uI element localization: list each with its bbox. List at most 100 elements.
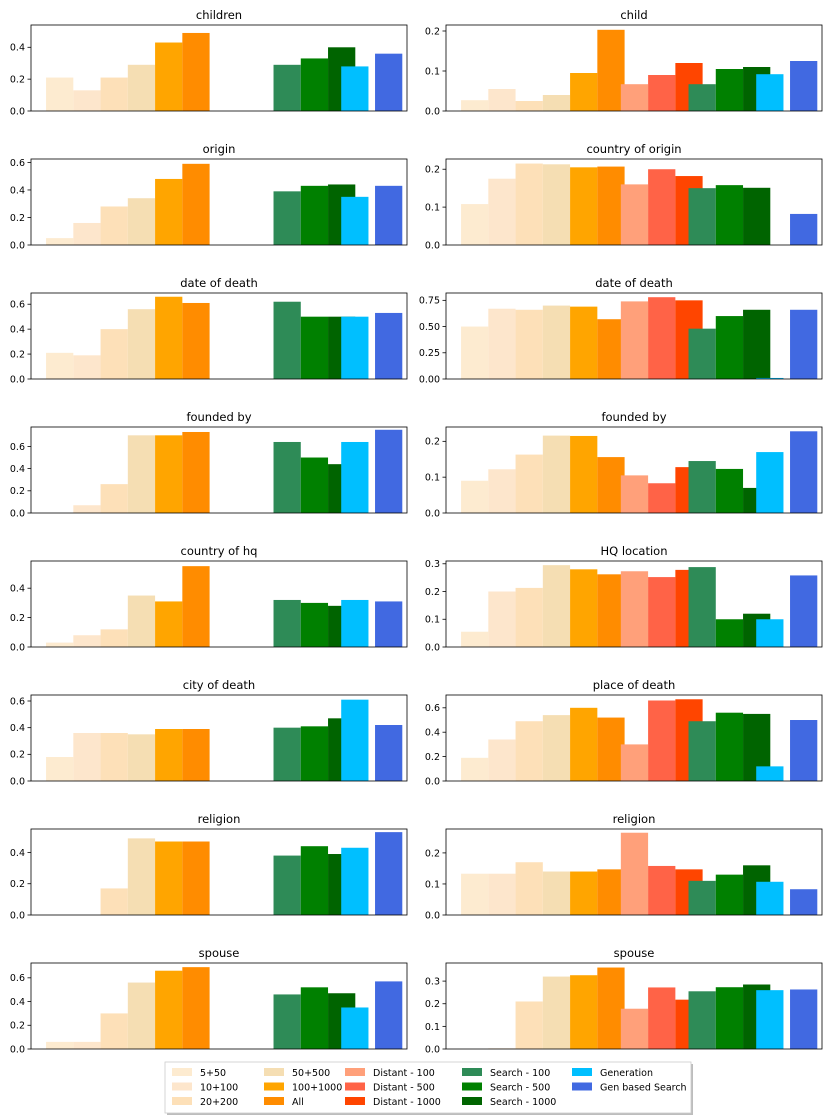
bar — [273, 441, 301, 513]
bar — [273, 994, 301, 1049]
legend-entry: Gen based Search — [572, 1082, 687, 1094]
bar — [461, 757, 489, 781]
bar — [300, 846, 329, 915]
bar — [461, 631, 489, 647]
bar — [756, 452, 784, 513]
legend-entry: Search - 500 — [462, 1082, 550, 1094]
bar — [688, 461, 716, 513]
bar — [688, 721, 716, 781]
bar — [648, 865, 676, 915]
bar — [155, 601, 183, 647]
legend-swatch — [345, 1082, 365, 1091]
legend-swatch — [572, 1068, 592, 1076]
bar — [341, 66, 369, 111]
bar — [620, 184, 649, 245]
bar — [488, 469, 516, 513]
bar — [375, 53, 403, 111]
y-tick-label: 0.4 — [10, 464, 25, 475]
bar — [155, 435, 183, 513]
bar — [715, 468, 744, 513]
legend-label: Search - 500 — [490, 1083, 550, 1094]
bar — [73, 222, 101, 245]
legend-entry: Search - 100 — [462, 1068, 550, 1079]
bar — [341, 316, 369, 379]
bar — [127, 64, 156, 111]
y-tick-label: 0.0 — [10, 240, 25, 251]
bar — [100, 77, 128, 111]
chart-title: children — [196, 8, 242, 22]
chart-panel: 0.0 0.1 0.2 country of origin — [425, 142, 823, 251]
bar — [273, 855, 301, 915]
bar — [597, 869, 625, 915]
bar — [790, 431, 818, 513]
legend-entry: Distant - 1000 — [345, 1097, 441, 1108]
y-tick-label: 0.3 — [425, 559, 440, 570]
y-tick-label: 0.1 — [425, 1022, 440, 1033]
bar — [688, 880, 716, 915]
legend-label: Distant - 100 — [373, 1068, 435, 1079]
chart-panel: 0.0 0.2 0.4 0.6 city of death — [10, 678, 408, 787]
legend-swatch — [462, 1068, 482, 1076]
bar — [127, 595, 156, 647]
y-tick-label: 0.4 — [10, 997, 25, 1008]
bar — [127, 734, 156, 781]
bar — [461, 480, 489, 513]
bar — [461, 873, 489, 915]
legend-swatch — [462, 1082, 482, 1091]
y-tick-label: 0.2 — [10, 213, 25, 224]
axes-frame — [445, 694, 823, 782]
axes-frame — [30, 292, 408, 380]
bar — [715, 874, 744, 915]
bar — [756, 881, 784, 915]
legend-label: Search - 1000 — [490, 1097, 556, 1108]
y-tick-label: 0.6 — [425, 703, 440, 714]
legend-swatch — [172, 1097, 192, 1105]
bar — [790, 213, 818, 245]
y-tick-label: 0.6 — [10, 158, 25, 169]
bar — [648, 577, 676, 647]
bar — [570, 306, 598, 379]
bar — [756, 766, 784, 781]
bar — [648, 987, 676, 1049]
chart-title: religion — [613, 812, 656, 826]
bar — [182, 32, 210, 111]
bar — [300, 185, 329, 245]
bar — [790, 720, 818, 781]
y-tick-label: 0.1 — [425, 203, 440, 214]
bar — [46, 642, 74, 647]
chart-panel: 0.00 0.25 0.50 0.75 date of death — [419, 276, 823, 385]
bar — [756, 377, 784, 379]
bar — [182, 431, 210, 513]
y-tick-label: 0.0 — [10, 106, 25, 117]
bar — [570, 871, 598, 915]
bar — [570, 73, 598, 111]
y-tick-label: 0.0 — [10, 508, 25, 519]
bar — [542, 976, 571, 1049]
bar — [100, 888, 128, 915]
chart-title: city of death — [183, 678, 255, 692]
legend-entry: All — [264, 1097, 304, 1108]
chart-title: religion — [198, 812, 241, 826]
bar — [620, 84, 649, 111]
bar — [570, 975, 598, 1049]
bar — [100, 1013, 128, 1049]
chart-panel: 0.0 0.2 0.4 0.6 origin — [10, 142, 408, 251]
bar — [570, 435, 598, 513]
chart-title: spouse — [614, 946, 655, 960]
bar — [341, 599, 369, 647]
chart-panel: 0.0 0.1 0.2 religion — [425, 812, 823, 921]
bar — [273, 301, 301, 379]
axes-frame — [445, 426, 823, 514]
y-tick-label: 0.3 — [425, 977, 440, 988]
legend-entry: 5+50 — [172, 1068, 226, 1079]
y-tick-label: 0.4 — [10, 848, 25, 859]
chart-panel: 0.0 0.1 0.2 child — [425, 8, 823, 117]
y-tick-label: 0.0 — [425, 910, 440, 921]
bar — [790, 575, 818, 647]
bar — [790, 989, 818, 1049]
chart-panel: 0.0 0.2 0.4 0.6 date of death — [10, 276, 408, 385]
chart-title: date of death — [180, 276, 258, 290]
bar — [570, 569, 598, 647]
bar — [715, 712, 744, 781]
